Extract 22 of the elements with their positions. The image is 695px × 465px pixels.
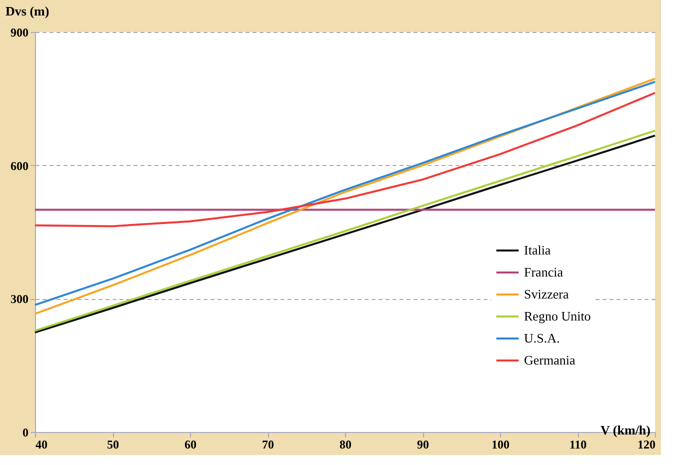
x-tick-label: 40 — [36, 438, 48, 452]
x-tick-label: 50 — [107, 438, 119, 452]
legend-label: Svizzera — [524, 286, 569, 302]
x-tick-label: 120 — [638, 438, 656, 452]
y-tick-label: 600 — [10, 158, 28, 173]
y-tick-label: 900 — [10, 26, 28, 40]
x-tick-label: 70 — [262, 438, 274, 452]
x-tick-label: 100 — [492, 438, 510, 452]
x-tick-label: 110 — [569, 438, 587, 452]
legend-label: Germania — [524, 352, 576, 368]
x-tick-label: 90 — [417, 438, 429, 452]
x-tick-label: 60 — [184, 438, 196, 452]
legend-label: Italia — [524, 242, 551, 258]
y-axis-title: Dvs (m) — [6, 4, 50, 18]
x-axis-title: V (km/h) — [600, 422, 650, 438]
y-tick-label: 300 — [10, 292, 28, 306]
legend-label: U.S.A. — [524, 330, 560, 346]
legend-label: Regno Unito — [524, 308, 591, 324]
line-series — [34, 92, 656, 228]
legend-label: Francia — [524, 264, 564, 280]
x-tick-label: 80 — [340, 438, 352, 452]
y-tick-label: 0 — [22, 426, 28, 440]
